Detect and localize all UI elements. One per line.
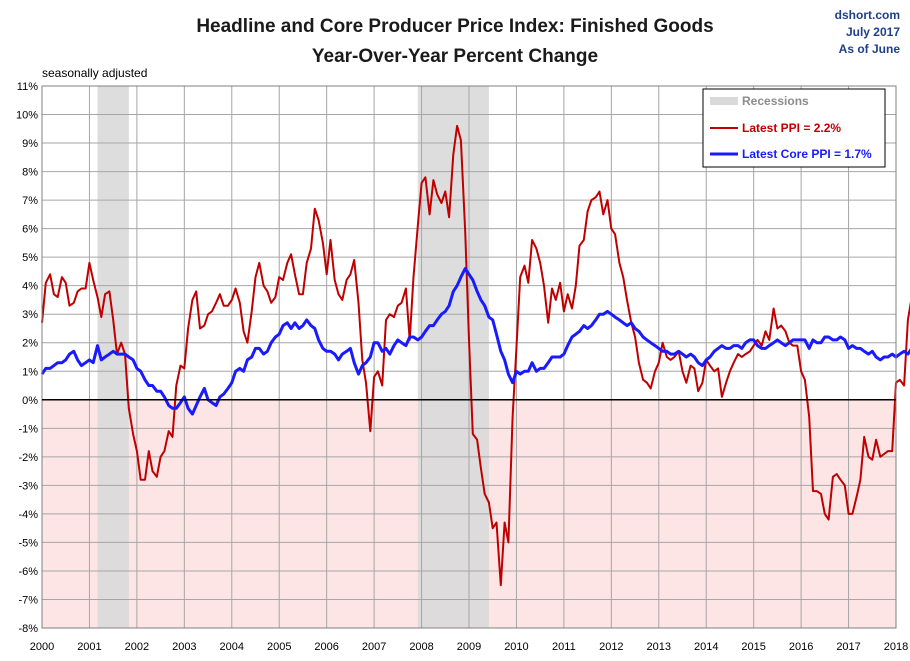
- x-tick-label: 2017: [836, 641, 860, 653]
- x-tick-label: 2008: [409, 641, 433, 653]
- y-tick-label: 7%: [22, 195, 38, 207]
- x-tick-label: 2009: [457, 641, 481, 653]
- x-tick-label: 2012: [599, 641, 623, 653]
- y-tick-label: 1%: [22, 366, 38, 378]
- x-tick-label: 2003: [172, 641, 196, 653]
- legend-recessions-label: Recessions: [742, 94, 809, 108]
- x-tick-label: 2005: [267, 641, 291, 653]
- axes: [41, 85, 897, 629]
- x-tick-label: 2001: [77, 641, 101, 653]
- y-tick-label: -3%: [18, 480, 38, 492]
- y-tick-label: -4%: [18, 509, 38, 521]
- x-axis-ticks: 2000 2001 2002 2003 2004 2005 2006 2007 2008 2009…: [30, 641, 908, 653]
- y-tick-label: 5%: [22, 252, 38, 264]
- core-series-line: [40, 267, 910, 416]
- y-tick-label: 2%: [22, 338, 38, 350]
- y-tick-label: 11%: [17, 81, 38, 93]
- source-date: July 2017: [846, 25, 900, 39]
- y-tick-label: -5%: [18, 537, 38, 549]
- y-tick-label: -7%: [18, 594, 38, 606]
- plot-border: [41, 85, 897, 629]
- x-tick-label: 2016: [789, 641, 813, 653]
- x-tick-label: 2007: [362, 641, 386, 653]
- recession-band: [417, 86, 489, 628]
- y-axis-ticks: 11% 10% 9% 8% 7% 6% 5% 4% 3% 2% 1% 0% -1% -2% -3% -4% -5…: [16, 81, 38, 635]
- y-tick-label: 6%: [22, 224, 38, 236]
- y-tick-label: 10%: [16, 110, 38, 122]
- x-tick-label: 2010: [504, 641, 528, 653]
- y-tick-label: 9%: [22, 138, 38, 150]
- x-tick-label: 2018: [884, 641, 908, 653]
- source-asof: As of June: [839, 42, 901, 56]
- x-tick-label: 2006: [314, 641, 338, 653]
- legend-core-label: Latest Core PPI = 1.7%: [742, 147, 872, 161]
- y-tick-label: 8%: [22, 167, 38, 179]
- source-credit: dshort.com: [835, 8, 900, 22]
- chart-title-line1: Headline and Core Producer Price Index: …: [196, 16, 713, 37]
- x-tick-label: 2002: [125, 641, 149, 653]
- x-tick-label: 2015: [741, 641, 765, 653]
- y-tick-label: -1%: [18, 423, 38, 435]
- recession-shading: [97, 86, 489, 628]
- y-tick-label: 3%: [22, 309, 38, 321]
- x-tick-label: 2011: [552, 641, 576, 653]
- x-tick-label: 2014: [694, 641, 718, 653]
- y-tick-label: -8%: [18, 623, 38, 635]
- series-lines: [40, 124, 910, 587]
- y-tick-label: -6%: [18, 566, 38, 578]
- y-tick-label: 0%: [22, 395, 38, 407]
- y-tick-label: -2%: [18, 452, 38, 464]
- x-tick-label: 2000: [30, 641, 54, 653]
- y-tick-label: 4%: [22, 281, 38, 293]
- legend-recession-swatch: [710, 97, 738, 105]
- recession-band: [97, 86, 129, 628]
- seasonal-note: seasonally adjusted: [42, 66, 147, 80]
- x-tick-label: 2004: [220, 641, 244, 653]
- legend-ppi-label: Latest PPI = 2.2%: [742, 121, 841, 135]
- x-tick-label: 2013: [647, 641, 671, 653]
- chart-title-line2: Year-Over-Year Percent Change: [312, 46, 598, 67]
- legend: Recessions Latest PPI = 2.2% Latest Core…: [702, 88, 886, 168]
- ppi-series-line: [41, 124, 910, 587]
